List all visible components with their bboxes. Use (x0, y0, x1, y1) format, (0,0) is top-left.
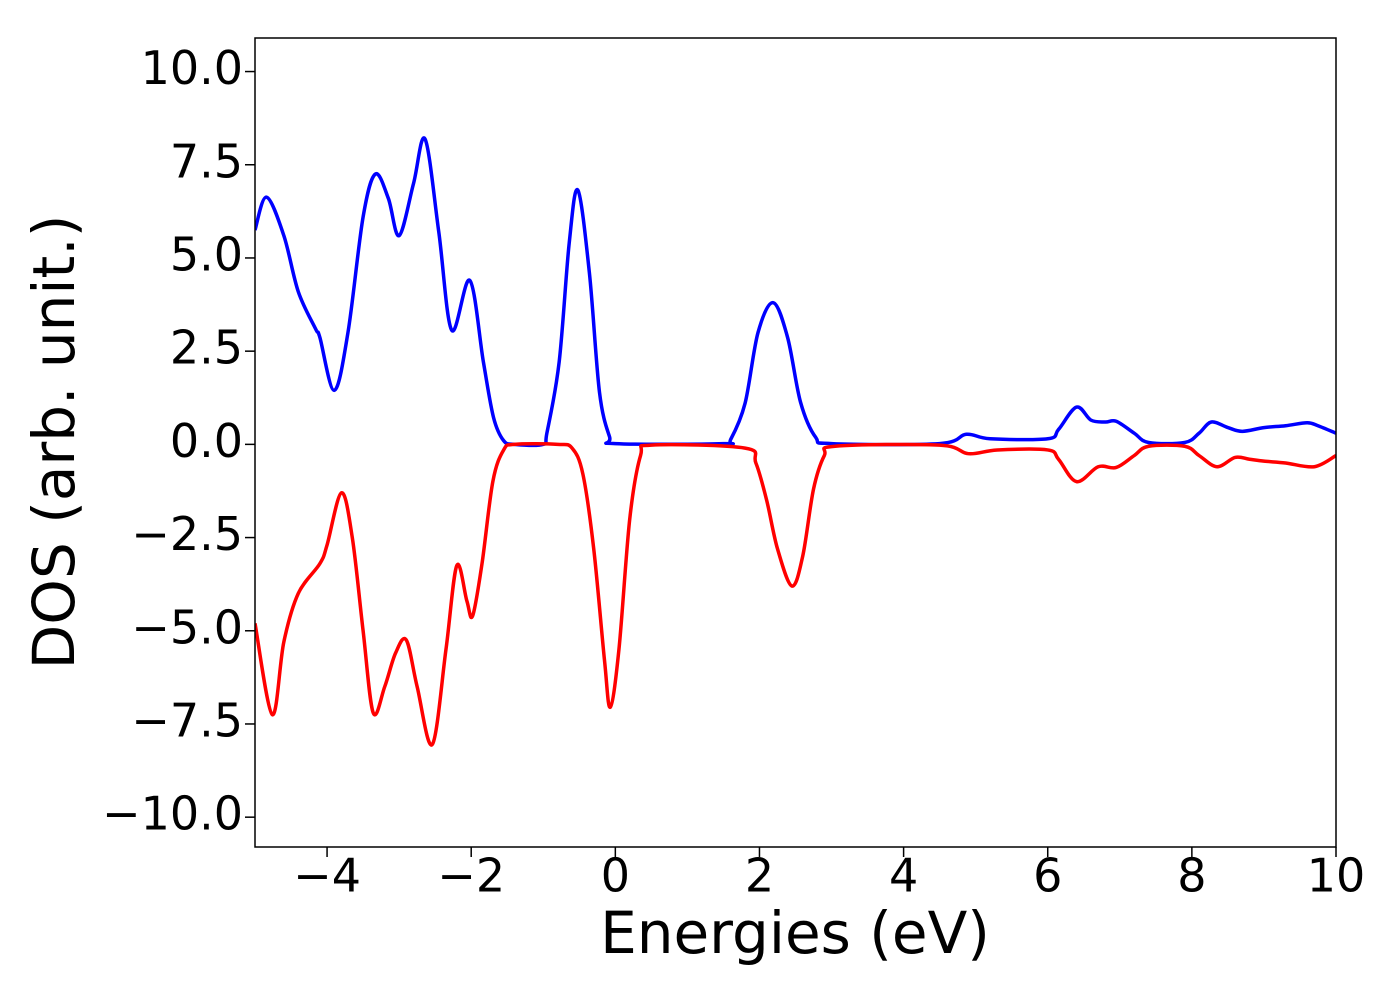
x-tick-label: 6 (1033, 849, 1062, 903)
x-tick-label: 8 (1177, 849, 1206, 903)
y-tick-label: −7.5 (131, 693, 243, 747)
dos-line (255, 136, 1336, 448)
x-tick-label: −2 (437, 849, 505, 903)
y-tick-label: −10.0 (102, 787, 243, 841)
y-tick-label: −2.5 (131, 507, 243, 561)
y-tick-label: 2.5 (170, 321, 243, 375)
x-axis-label: Energies (eV) (600, 899, 990, 967)
x-tick-label: 10 (1307, 849, 1366, 903)
y-tick-label: −5.0 (131, 600, 243, 654)
x-tick-label: 0 (601, 849, 630, 903)
y-tick-label: 0.0 (170, 414, 243, 468)
y-tick-label: 5.0 (170, 227, 243, 281)
plot-frame (254, 37, 1337, 848)
x-tick-label: 4 (889, 849, 918, 903)
y-axis-label: DOS (arb. unit.) (20, 215, 88, 670)
y-tick-label: 10.0 (141, 41, 243, 95)
y-tick-label: 7.5 (170, 134, 243, 188)
x-tick-label: 2 (745, 849, 774, 903)
dos-line (255, 442, 1336, 747)
x-tick-label: −4 (293, 849, 361, 903)
plot-area (255, 136, 1336, 747)
